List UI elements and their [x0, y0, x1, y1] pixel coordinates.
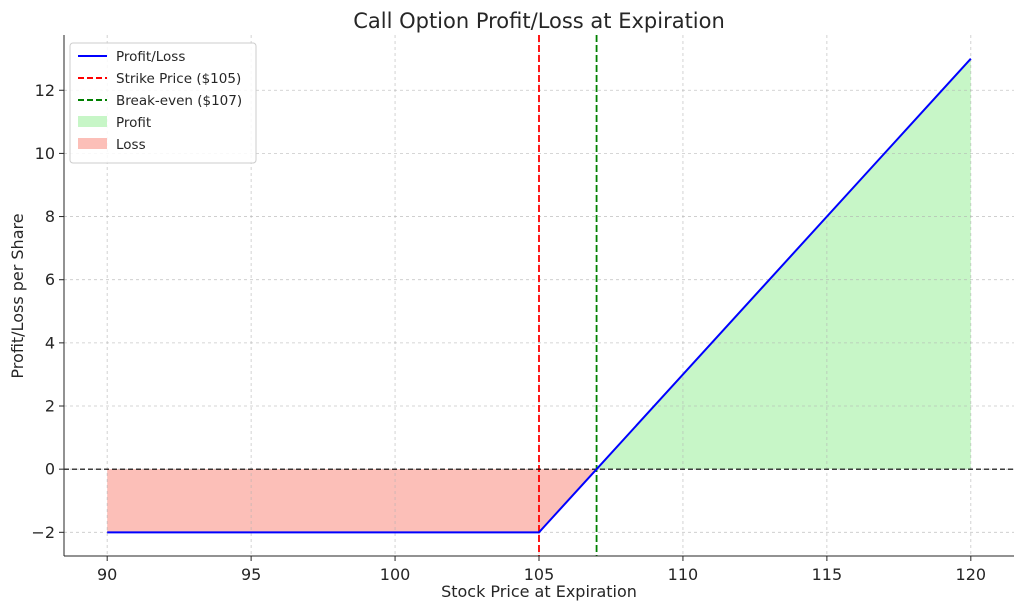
x-tick-label: 90 [97, 565, 117, 584]
legend-swatch [78, 138, 107, 149]
chart-title: Call Option Profit/Loss at Expiration [353, 9, 725, 33]
legend: Profit/Loss Strike Price ($105) Break-even… [69, 42, 257, 164]
x-tick-label: 100 [380, 565, 411, 584]
legend-swatch [78, 116, 107, 127]
fills-layer [107, 58, 971, 533]
legend-label: Profit/Loss [116, 49, 185, 65]
legend-label: Profit [116, 115, 151, 131]
y-tick-label: −2 [31, 523, 55, 542]
legend-label: Loss [116, 137, 146, 153]
y-tick-label: 2 [45, 397, 55, 416]
y-tick-label: 6 [45, 270, 55, 289]
series-layer [107, 58, 972, 534]
x-tick-label: 120 [956, 565, 987, 584]
ticks-layer: 90 95 100 105 110 115 120 −2 0 2 4 6 8 10 12 [31, 81, 986, 584]
x-axis-label: Stock Price at Expiration [441, 582, 637, 601]
fill-area-profit [596, 58, 971, 470]
y-axis-label: Profit/Loss per Share [8, 213, 27, 378]
x-tick-label: 105 [524, 565, 555, 584]
legend-label: Break-even ($107) [116, 93, 242, 109]
y-tick-label: 0 [45, 460, 55, 479]
x-tick-label: 95 [241, 565, 261, 584]
y-tick-label: 8 [45, 207, 55, 226]
x-tick-label: 115 [812, 565, 843, 584]
y-tick-label: 10 [35, 144, 55, 163]
y-tick-label: 12 [35, 81, 55, 100]
y-tick-label: 4 [45, 333, 55, 352]
series-line-profit-loss [107, 58, 972, 534]
fill-area-loss [107, 469, 597, 533]
x-tick-label: 110 [668, 565, 699, 584]
legend-box [69, 42, 257, 164]
legend-label: Strike Price ($105) [116, 71, 241, 87]
